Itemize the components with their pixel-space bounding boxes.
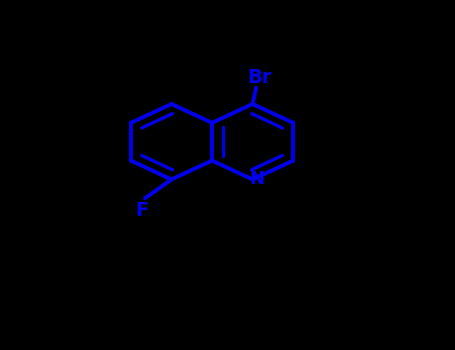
Text: F: F	[135, 201, 148, 220]
Text: N: N	[249, 170, 264, 188]
Text: Br: Br	[248, 68, 272, 86]
